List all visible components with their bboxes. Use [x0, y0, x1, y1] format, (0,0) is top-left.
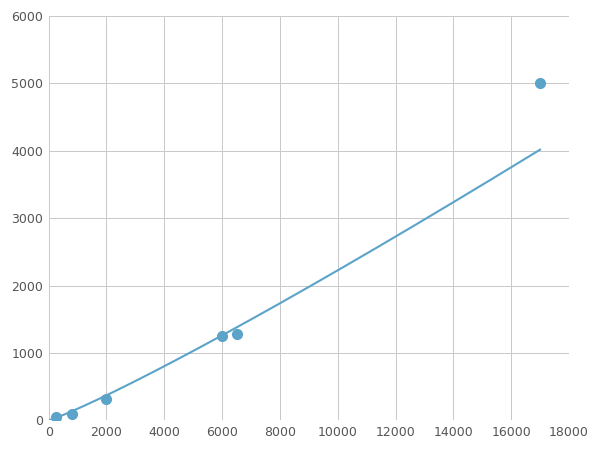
- Point: [101, 395, 111, 402]
- Point: [51, 414, 61, 421]
- Point: [67, 410, 77, 417]
- Point: [232, 330, 241, 338]
- Point: [217, 333, 227, 340]
- Point: [535, 80, 545, 87]
